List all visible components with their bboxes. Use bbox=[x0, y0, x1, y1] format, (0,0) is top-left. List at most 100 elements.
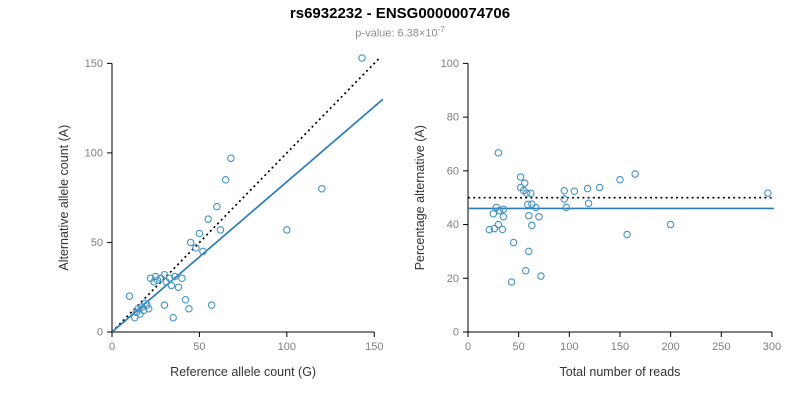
data-point bbox=[498, 225, 507, 234]
y-axis-title: Alternative allele count (A) bbox=[57, 125, 71, 271]
charts-row: 0 50 100 150 0 50 100 150 Reference allele count… bbox=[0, 45, 800, 400]
data-point bbox=[537, 272, 545, 280]
x-tick-label: 0 bbox=[465, 341, 471, 353]
line-layer bbox=[468, 196, 774, 210]
data-point bbox=[516, 173, 525, 181]
y-tick-label: 50 bbox=[91, 237, 103, 249]
x-tick-label: 300 bbox=[763, 341, 781, 353]
data-point bbox=[490, 224, 499, 233]
data-point bbox=[167, 281, 176, 290]
fit-line bbox=[112, 98, 383, 332]
data-point bbox=[523, 189, 531, 197]
x-tick-label: 250 bbox=[712, 341, 730, 353]
y-tick-label: 0 bbox=[453, 327, 459, 339]
x-tick-label: 200 bbox=[661, 341, 679, 353]
x-tick-label: 50 bbox=[193, 341, 205, 353]
data-point bbox=[520, 179, 529, 187]
data-point bbox=[174, 283, 183, 291]
data-point bbox=[560, 195, 568, 203]
data-point bbox=[623, 230, 631, 239]
data-point bbox=[525, 247, 533, 256]
p-value-exponent: -7 bbox=[437, 25, 445, 34]
data-point bbox=[584, 199, 593, 208]
data-point bbox=[169, 313, 177, 322]
data-point bbox=[227, 154, 235, 163]
data-point bbox=[570, 187, 579, 195]
data-point bbox=[192, 244, 200, 252]
data-point bbox=[509, 238, 518, 247]
data-point bbox=[507, 278, 516, 286]
data-point bbox=[125, 292, 134, 300]
data-point bbox=[165, 274, 174, 283]
data-point bbox=[631, 170, 639, 178]
data-point bbox=[186, 238, 195, 247]
data-point bbox=[595, 183, 604, 192]
data-point bbox=[132, 308, 141, 317]
data-point bbox=[144, 304, 153, 313]
x-tick-label: 0 bbox=[109, 341, 115, 353]
data-point bbox=[213, 202, 221, 211]
data-point bbox=[616, 175, 624, 184]
data-point bbox=[358, 54, 366, 62]
data-point bbox=[185, 304, 193, 313]
data-point bbox=[499, 213, 508, 221]
x-tick-label: 100 bbox=[560, 341, 578, 353]
x-tick-label: 150 bbox=[611, 341, 629, 353]
data-point bbox=[485, 225, 494, 234]
data-point bbox=[150, 278, 158, 286]
data-point bbox=[532, 203, 540, 212]
data-point bbox=[528, 221, 536, 230]
data-point bbox=[141, 299, 149, 308]
data-point bbox=[171, 272, 179, 281]
left-scatter-plot: 0 50 100 150 0 50 100 150 Reference allele count… bbox=[57, 54, 383, 379]
y-tick-label: 100 bbox=[441, 58, 459, 70]
data-point bbox=[207, 301, 216, 309]
data-point bbox=[489, 210, 498, 218]
y-tick-label: 150 bbox=[85, 58, 103, 70]
data-point bbox=[494, 149, 503, 157]
data-point bbox=[204, 215, 212, 223]
p-value-subtitle: p-value: 6.38×10-7 bbox=[0, 25, 800, 40]
data-point bbox=[525, 211, 533, 220]
right-scatter-plot: 0 50 100 150 200 250 300 0 20 40 60 80 100 Total numb… bbox=[413, 58, 781, 379]
data-point bbox=[199, 247, 207, 256]
y-axis-title: Percentage alternative (A) bbox=[413, 125, 427, 270]
p-value-base: p-value: 6.38×10 bbox=[355, 27, 438, 40]
data-point bbox=[666, 220, 675, 229]
data-point bbox=[134, 304, 142, 313]
y-tick-label: 80 bbox=[447, 112, 459, 124]
data-point bbox=[528, 200, 536, 208]
data-point bbox=[153, 276, 162, 284]
x-tick-label: 100 bbox=[278, 341, 296, 353]
data-point bbox=[583, 184, 592, 193]
data-point bbox=[143, 301, 151, 309]
data-point bbox=[221, 176, 230, 184]
data-point bbox=[181, 296, 190, 304]
x-tick-label: 50 bbox=[513, 341, 525, 353]
data-point bbox=[562, 203, 571, 212]
y-tick-label: 100 bbox=[85, 147, 103, 159]
y-tick-label: 0 bbox=[97, 327, 103, 339]
y-tick-label: 20 bbox=[447, 273, 459, 285]
figure-header: rs6932232 - ENSG00000074706 p-value: 6.3… bbox=[0, 5, 800, 40]
data-point bbox=[560, 186, 568, 195]
data-point bbox=[535, 213, 543, 221]
x-tick-label: 150 bbox=[365, 341, 383, 353]
identity-line bbox=[112, 58, 381, 332]
line-layer bbox=[112, 58, 383, 332]
data-point bbox=[130, 313, 139, 322]
data-point bbox=[283, 226, 291, 234]
data-point bbox=[499, 205, 508, 213]
y-tick-label: 40 bbox=[447, 219, 459, 231]
figure-title: rs6932232 - ENSG00000074706 bbox=[289, 5, 511, 22]
data-point bbox=[216, 226, 225, 234]
x-axis-title: Reference allele count (G) bbox=[170, 365, 316, 379]
x-axis-title: Total number of reads bbox=[560, 365, 681, 379]
data-point bbox=[495, 206, 504, 215]
data-point bbox=[160, 301, 169, 309]
data-point bbox=[178, 274, 186, 283]
data-point bbox=[139, 306, 148, 315]
data-point bbox=[494, 220, 503, 229]
data-point bbox=[195, 229, 204, 238]
data-point bbox=[318, 184, 326, 193]
